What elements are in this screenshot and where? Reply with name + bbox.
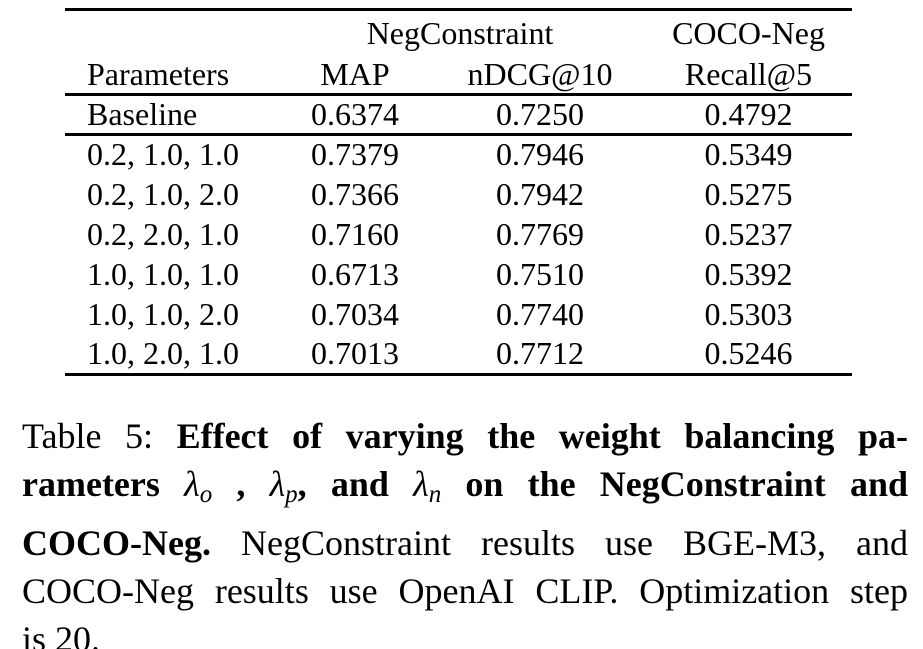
cell-params: Baseline	[87, 95, 198, 132]
results-table: NegConstraint COCO-Neg Parameters MAP nD…	[65, 8, 853, 376]
caption-regular-text: COCO-Neg results use OpenAI CLIP. Optimi…	[22, 570, 908, 611]
lambda-symbol: λ	[413, 463, 429, 504]
table-row: 0.2, 1.0, 1.0 0.7379 0.7946 0.5349	[65, 134, 852, 174]
caption-label: Table 5:	[22, 415, 177, 456]
cell-map: 0.6374	[311, 95, 399, 132]
cell-map: 0.7013	[311, 334, 399, 371]
cell-ndcg: 0.7942	[496, 175, 584, 212]
cell-ndcg: 0.7712	[496, 334, 584, 371]
cell-recall: 0.5237	[704, 215, 793, 252]
header-recall: Recall@5	[684, 55, 813, 92]
cell-ndcg: 0.7769	[496, 215, 584, 252]
cell-map: 0.7160	[311, 215, 399, 252]
table-row: 1.0, 1.0, 2.0 0.7034 0.7740 0.5303	[65, 294, 852, 334]
caption-regular-text: is 20.	[22, 618, 101, 649]
empty-header-cell	[65, 10, 275, 56]
cell-ndcg: 0.7510	[496, 255, 584, 292]
caption-line-3: COCO-Neg. NegConstraint results use BGE-…	[22, 519, 908, 567]
caption-bold-text: Effect of varying the weight balancing p…	[176, 415, 908, 456]
table-row: 0.2, 2.0, 1.0 0.7160 0.7769 0.5237	[65, 214, 852, 254]
cell-ndcg: 0.7740	[496, 295, 584, 332]
cell-recall: 0.5246	[704, 334, 793, 371]
caption-line-1: Table 5: Effect of varying the weight ba…	[22, 412, 908, 460]
cell-ndcg: 0.7946	[496, 136, 584, 173]
cell-params: 1.0, 2.0, 1.0	[87, 334, 239, 371]
caption-line-4: COCO-Neg results use OpenAI CLIP. Optimi…	[22, 567, 908, 615]
table-row-baseline: Baseline 0.6374 0.7250 0.4792	[65, 94, 853, 134]
cell-params: 1.0, 1.0, 1.0	[87, 255, 239, 292]
cell-recall: 0.4792	[704, 95, 793, 132]
paper-page: NegConstraint COCO-Neg Parameters MAP nD…	[0, 8, 923, 649]
caption-line-2: rameters λo , λp, and λn on the NegConst…	[22, 460, 908, 519]
cell-ndcg: 0.7250	[496, 95, 584, 132]
header-parameters: Parameters	[87, 55, 230, 92]
lambda-subscript-n: n	[428, 480, 442, 508]
group-header-negconstraint: NegConstraint	[366, 14, 554, 51]
header-ndcg: nDCG@10	[467, 55, 613, 92]
caption-separator: ,	[212, 463, 270, 504]
table-row: 1.0, 1.0, 1.0 0.6713 0.7510 0.5392	[65, 254, 852, 294]
cell-params: 0.2, 2.0, 1.0	[87, 215, 239, 252]
caption-line-5: is 20.	[22, 615, 908, 649]
caption-bold-text: rameters	[22, 463, 185, 504]
group-header-row: NegConstraint COCO-Neg	[65, 9, 853, 56]
cell-map: 0.6713	[311, 255, 399, 292]
cell-recall: 0.5303	[704, 295, 793, 332]
lambda-subscript-p: p	[285, 480, 298, 508]
cell-recall: 0.5392	[704, 255, 793, 292]
table-row: 0.2, 1.0, 2.0 0.7366 0.7942 0.5275	[65, 174, 852, 214]
cell-recall: 0.5275	[704, 175, 793, 212]
cell-params: 0.2, 1.0, 2.0	[87, 175, 239, 212]
cell-map: 0.7379	[311, 136, 399, 173]
table-row: 1.0, 2.0, 1.0 0.7013 0.7712 0.5246	[65, 334, 853, 374]
header-map: MAP	[320, 55, 390, 92]
column-header-row: Parameters MAP nDCG@10 Recall@5	[65, 55, 853, 94]
caption-bold-text: COCO-Neg.	[22, 522, 211, 563]
cell-params: 1.0, 1.0, 2.0	[87, 295, 239, 332]
lambda-symbol: λ	[184, 463, 200, 504]
lambda-symbol: λ	[269, 463, 286, 504]
caption-separator: , and	[297, 463, 414, 504]
caption-regular-text: NegConstraint results use BGE-M3, and	[210, 522, 908, 563]
cell-params: 0.2, 1.0, 1.0	[87, 136, 239, 173]
cell-map: 0.7366	[311, 175, 399, 212]
table-caption: Table 5: Effect of varying the weight ba…	[22, 412, 908, 649]
caption-bold-text: on the NegConstraint and	[441, 463, 909, 504]
lambda-subscript-o: o	[199, 480, 213, 508]
group-header-coco-neg: COCO-Neg	[672, 14, 825, 51]
cell-map: 0.7034	[311, 295, 399, 332]
cell-recall: 0.5349	[704, 136, 793, 173]
